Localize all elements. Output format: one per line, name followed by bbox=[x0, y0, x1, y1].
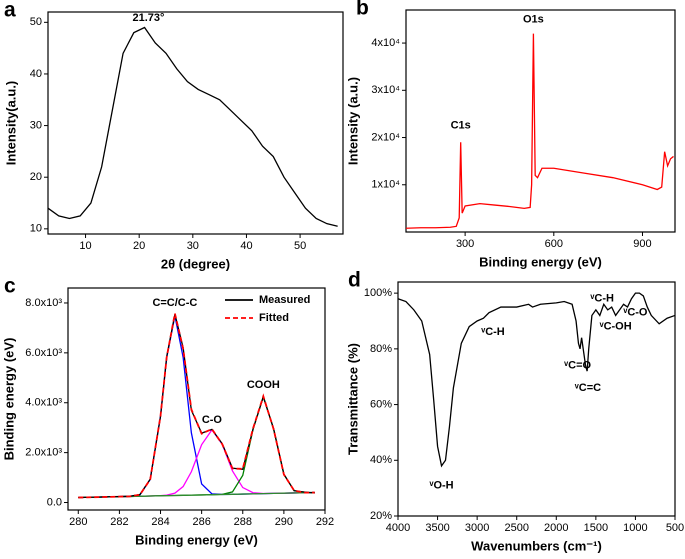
series-line bbox=[78, 428, 315, 499]
y-tick-label: 2.0x10³ bbox=[25, 447, 62, 459]
y-tick-label: 0.0 bbox=[47, 496, 62, 508]
series-line bbox=[47, 26, 338, 227]
panel-label: a bbox=[4, 0, 16, 22]
annotation: 21.73° bbox=[132, 12, 164, 24]
annotation: ᵛC-H bbox=[589, 293, 614, 305]
x-tick-label: 600 bbox=[545, 238, 563, 250]
annotation: COOH bbox=[247, 379, 280, 391]
x-tick-label: 1500 bbox=[584, 522, 608, 534]
x-tick-label: 40 bbox=[240, 240, 252, 252]
y-tick-label: 2x10⁴ bbox=[371, 131, 400, 143]
plot-frame bbox=[397, 281, 676, 517]
annotation: C1s bbox=[451, 120, 471, 132]
y-tick-label: 50 bbox=[30, 16, 42, 28]
legend-label: Measured bbox=[259, 294, 310, 306]
y-tick-label: 4x10⁴ bbox=[371, 37, 400, 49]
x-tick-label: 284 bbox=[151, 516, 169, 528]
y-tick-label: 4.0x10³ bbox=[25, 397, 62, 409]
x-axis-title: Binding energy (eV) bbox=[479, 254, 602, 269]
series-line bbox=[405, 33, 674, 229]
x-tick-label: 500 bbox=[666, 522, 684, 534]
x-tick-label: 900 bbox=[633, 238, 651, 250]
y-tick-label: 10 bbox=[30, 223, 42, 235]
annotation: C=C/C-C bbox=[152, 297, 197, 309]
y-tick-label: 30 bbox=[30, 119, 42, 131]
annotation: ᵛO-H bbox=[428, 479, 453, 491]
y-axis-title: Intensity(a.u.) bbox=[3, 81, 18, 166]
panel-label: b bbox=[356, 0, 369, 20]
plot-frame bbox=[405, 9, 676, 233]
x-axis-title: Wavenumbers (cm⁻¹) bbox=[471, 538, 602, 553]
x-tick-label: 2500 bbox=[504, 522, 528, 534]
series-line bbox=[78, 394, 315, 499]
x-tick-label: 292 bbox=[316, 516, 334, 528]
x-tick-label: 300 bbox=[456, 238, 474, 250]
y-tick-label: 40 bbox=[30, 68, 42, 80]
x-tick-label: 2000 bbox=[544, 522, 568, 534]
series-line bbox=[78, 315, 315, 499]
x-tick-label: 50 bbox=[294, 240, 306, 252]
x-tick-label: 4000 bbox=[386, 522, 410, 534]
series-line bbox=[78, 313, 315, 499]
x-tick-label: 3000 bbox=[465, 522, 489, 534]
series-line bbox=[78, 491, 315, 499]
legend-label: Fitted bbox=[259, 312, 289, 324]
x-tick-label: 286 bbox=[192, 516, 210, 528]
y-tick-label: 6.0x10³ bbox=[25, 347, 62, 359]
y-tick-label: 8.0x10³ bbox=[25, 297, 62, 309]
series-line bbox=[397, 292, 676, 468]
plot-frame bbox=[47, 11, 344, 235]
annotation: ᵛC-O bbox=[622, 307, 648, 319]
series-line bbox=[78, 314, 315, 499]
x-tick-label: 1000 bbox=[623, 522, 647, 534]
y-tick-label: 100% bbox=[364, 287, 392, 299]
x-tick-label: 280 bbox=[69, 516, 87, 528]
annotation: ᵛC-OH bbox=[599, 320, 632, 332]
plot-frame bbox=[67, 287, 326, 511]
y-axis-title: Transmittance (%) bbox=[345, 343, 360, 455]
annotation: ᵛC=C bbox=[574, 382, 601, 394]
panel-label: d bbox=[348, 269, 361, 292]
x-tick-label: 3500 bbox=[425, 522, 449, 534]
x-tick-label: 10 bbox=[79, 240, 91, 252]
y-tick-label: 60% bbox=[370, 398, 392, 410]
x-axis-title: 2θ (degree) bbox=[161, 256, 230, 271]
y-tick-label: 3x10⁴ bbox=[371, 84, 400, 96]
x-tick-label: 290 bbox=[275, 516, 293, 528]
annotation: ᵛC-H bbox=[480, 326, 505, 338]
annotation: ᵛC=O bbox=[563, 359, 591, 371]
y-tick-label: 20% bbox=[370, 510, 392, 522]
y-tick-label: 1x10⁴ bbox=[371, 179, 400, 191]
annotation: O1s bbox=[523, 13, 544, 25]
x-tick-label: 30 bbox=[187, 240, 199, 252]
x-tick-label: 282 bbox=[110, 516, 128, 528]
y-axis-title: Intensity (a.u.) bbox=[345, 77, 360, 165]
y-tick-label: 40% bbox=[370, 454, 392, 466]
annotation: C-O bbox=[202, 414, 223, 426]
y-tick-label: 80% bbox=[370, 343, 392, 355]
x-tick-label: 288 bbox=[234, 516, 252, 528]
x-axis-title: Binding energy (eV) bbox=[135, 532, 258, 547]
y-axis-title: Binding energy (eV) bbox=[1, 338, 16, 461]
panel-label: c bbox=[4, 275, 16, 298]
x-tick-label: 20 bbox=[133, 240, 145, 252]
y-tick-label: 20 bbox=[30, 171, 42, 183]
